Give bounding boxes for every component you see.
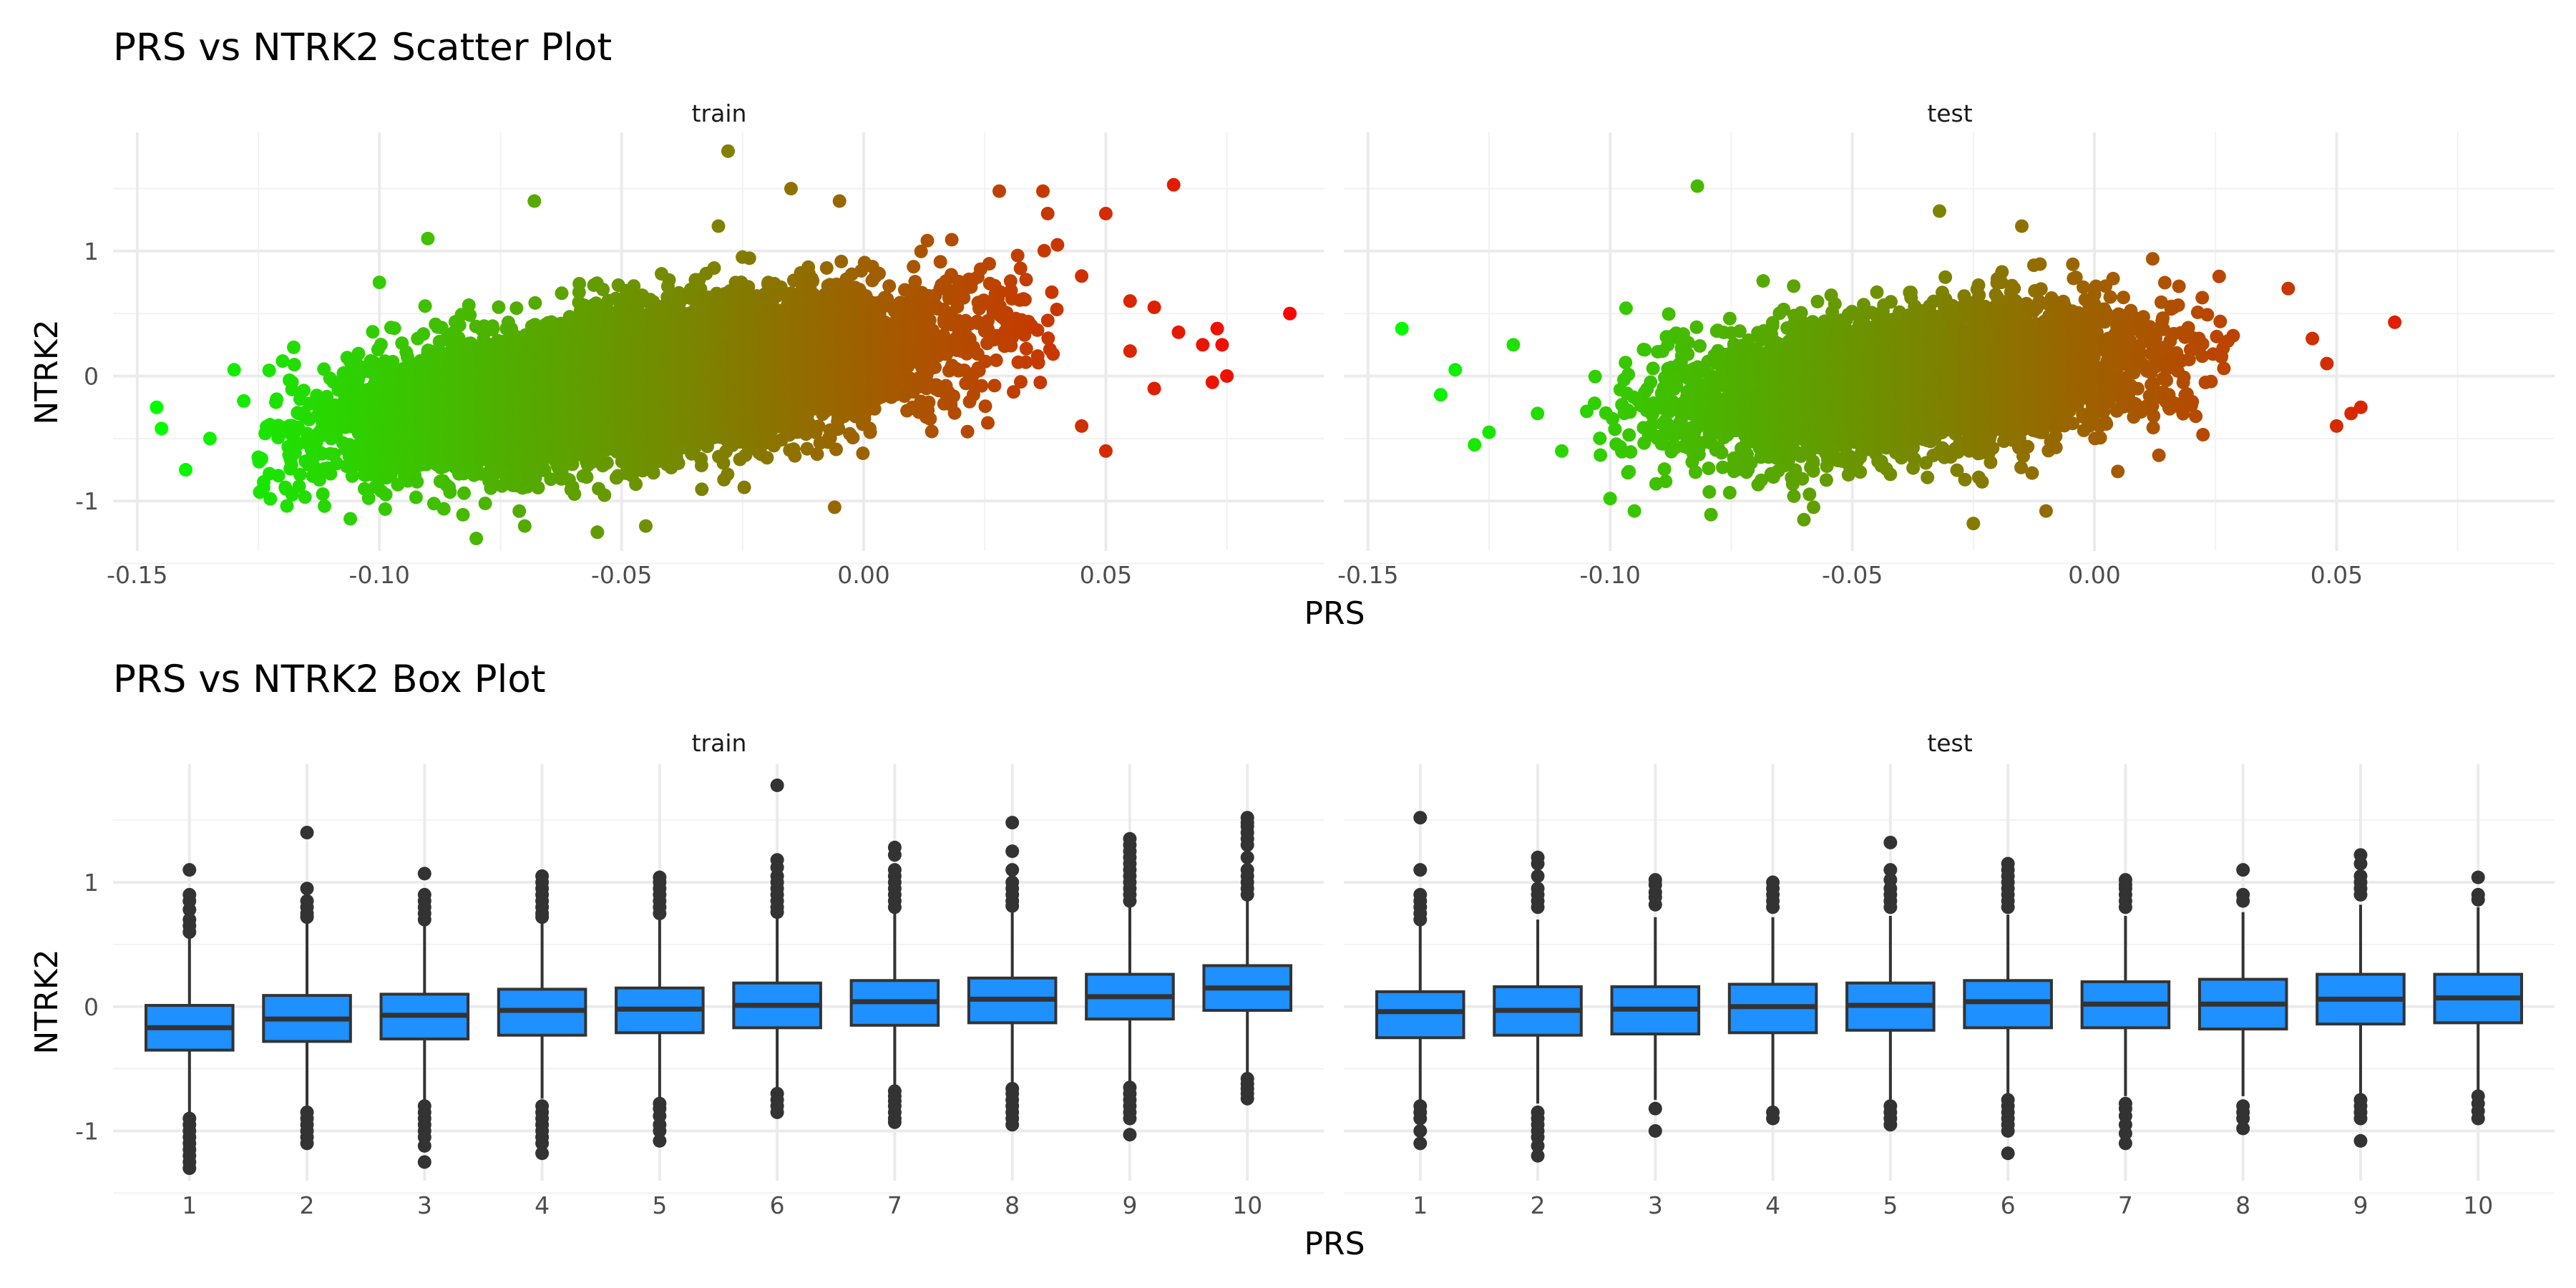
scatter-point bbox=[457, 486, 471, 500]
scatter-point bbox=[386, 355, 400, 369]
scatter-point bbox=[379, 487, 393, 502]
scatter-point bbox=[401, 350, 414, 364]
scatter-point bbox=[409, 490, 423, 504]
scatter-point bbox=[316, 487, 330, 501]
x-tick-label: 0.05 bbox=[1080, 561, 1132, 589]
scatter-panel-train: -0.15 -0.10 -0.05 0.00 0.05 -1 0 1 bbox=[75, 132, 1324, 589]
x-tick-label: -0.10 bbox=[349, 561, 410, 589]
scatter-point bbox=[421, 231, 435, 245]
scatter-point bbox=[366, 325, 380, 339]
scatter-point bbox=[297, 384, 311, 398]
scatter-strip-train: train bbox=[692, 99, 747, 127]
scatter-point bbox=[323, 467, 338, 481]
scatter-point bbox=[271, 469, 286, 483]
scatter-point bbox=[517, 519, 532, 533]
scatter-point bbox=[262, 364, 276, 378]
scatter-point bbox=[287, 340, 301, 354]
scatter-point bbox=[351, 346, 366, 361]
scatter-point bbox=[179, 463, 192, 477]
scatter-point bbox=[307, 460, 321, 474]
scatter-strip-test: test bbox=[1927, 99, 1972, 127]
scatter-point bbox=[527, 194, 542, 208]
scatter-point bbox=[372, 275, 386, 290]
scatter-point bbox=[572, 277, 587, 291]
scatter-point bbox=[600, 456, 614, 470]
scatter-point bbox=[456, 507, 470, 522]
y-tick-label: 0 bbox=[84, 363, 99, 391]
scatter-point bbox=[434, 321, 449, 335]
scatter-point bbox=[639, 519, 653, 533]
x-tick-label: 0.00 bbox=[837, 561, 889, 589]
scatter-point bbox=[531, 481, 545, 494]
scatter-point bbox=[378, 502, 392, 516]
scatter-point bbox=[203, 431, 217, 446]
x-tick-label: -0.05 bbox=[591, 561, 652, 589]
scatter-point bbox=[374, 338, 388, 352]
y-tick-label: -1 bbox=[75, 487, 99, 515]
scatter-point bbox=[284, 458, 298, 472]
scatter-point bbox=[410, 474, 424, 489]
scatter-point bbox=[287, 358, 301, 372]
scatter-point bbox=[150, 400, 164, 414]
scatter-point bbox=[237, 394, 251, 408]
scatter-point bbox=[270, 392, 284, 406]
scatter-point bbox=[343, 512, 358, 526]
scatter-point bbox=[443, 485, 457, 499]
scatter-point bbox=[255, 452, 268, 466]
scatter-point bbox=[528, 296, 542, 310]
scatter-point bbox=[298, 490, 312, 504]
x-tick-label: -0.15 bbox=[107, 561, 167, 589]
scatter-point bbox=[590, 525, 605, 540]
scatter-point bbox=[271, 431, 286, 444]
scatter-point bbox=[387, 321, 401, 336]
scatter-point bbox=[478, 497, 492, 510]
scatter-point bbox=[567, 487, 582, 501]
scatter-plot-title: PRS vs NTRK2 Scatter Plot bbox=[113, 26, 612, 69]
scatter-point bbox=[418, 299, 432, 313]
scatter-point bbox=[512, 504, 527, 518]
scatter-point bbox=[646, 466, 660, 480]
scatter-point bbox=[280, 499, 294, 513]
scatter-point bbox=[292, 479, 306, 493]
scatter-point bbox=[318, 499, 331, 513]
scatter-point bbox=[555, 286, 569, 301]
scatter-point bbox=[629, 477, 643, 492]
scatter-point bbox=[436, 502, 451, 516]
scatter-point bbox=[263, 492, 278, 506]
scatter-x-axis-title: PRS bbox=[1304, 595, 1365, 632]
scatter-point bbox=[597, 488, 612, 502]
scatter-point bbox=[580, 470, 594, 484]
scatter-point bbox=[275, 354, 290, 369]
scatter-point bbox=[437, 459, 452, 474]
scatter-point bbox=[509, 301, 524, 316]
scatter-point bbox=[361, 491, 376, 505]
scatter-point bbox=[345, 469, 359, 483]
scatter-point bbox=[285, 375, 299, 389]
scatter-point bbox=[293, 467, 307, 482]
scatter-point bbox=[155, 421, 169, 436]
scatter-y-axis-title: NTRK2 bbox=[29, 319, 65, 424]
scatter-point bbox=[227, 363, 241, 377]
scatter-point bbox=[469, 532, 484, 545]
scatter-point bbox=[416, 327, 431, 341]
scatter-point bbox=[492, 300, 506, 314]
y-tick-label: 1 bbox=[84, 238, 99, 265]
